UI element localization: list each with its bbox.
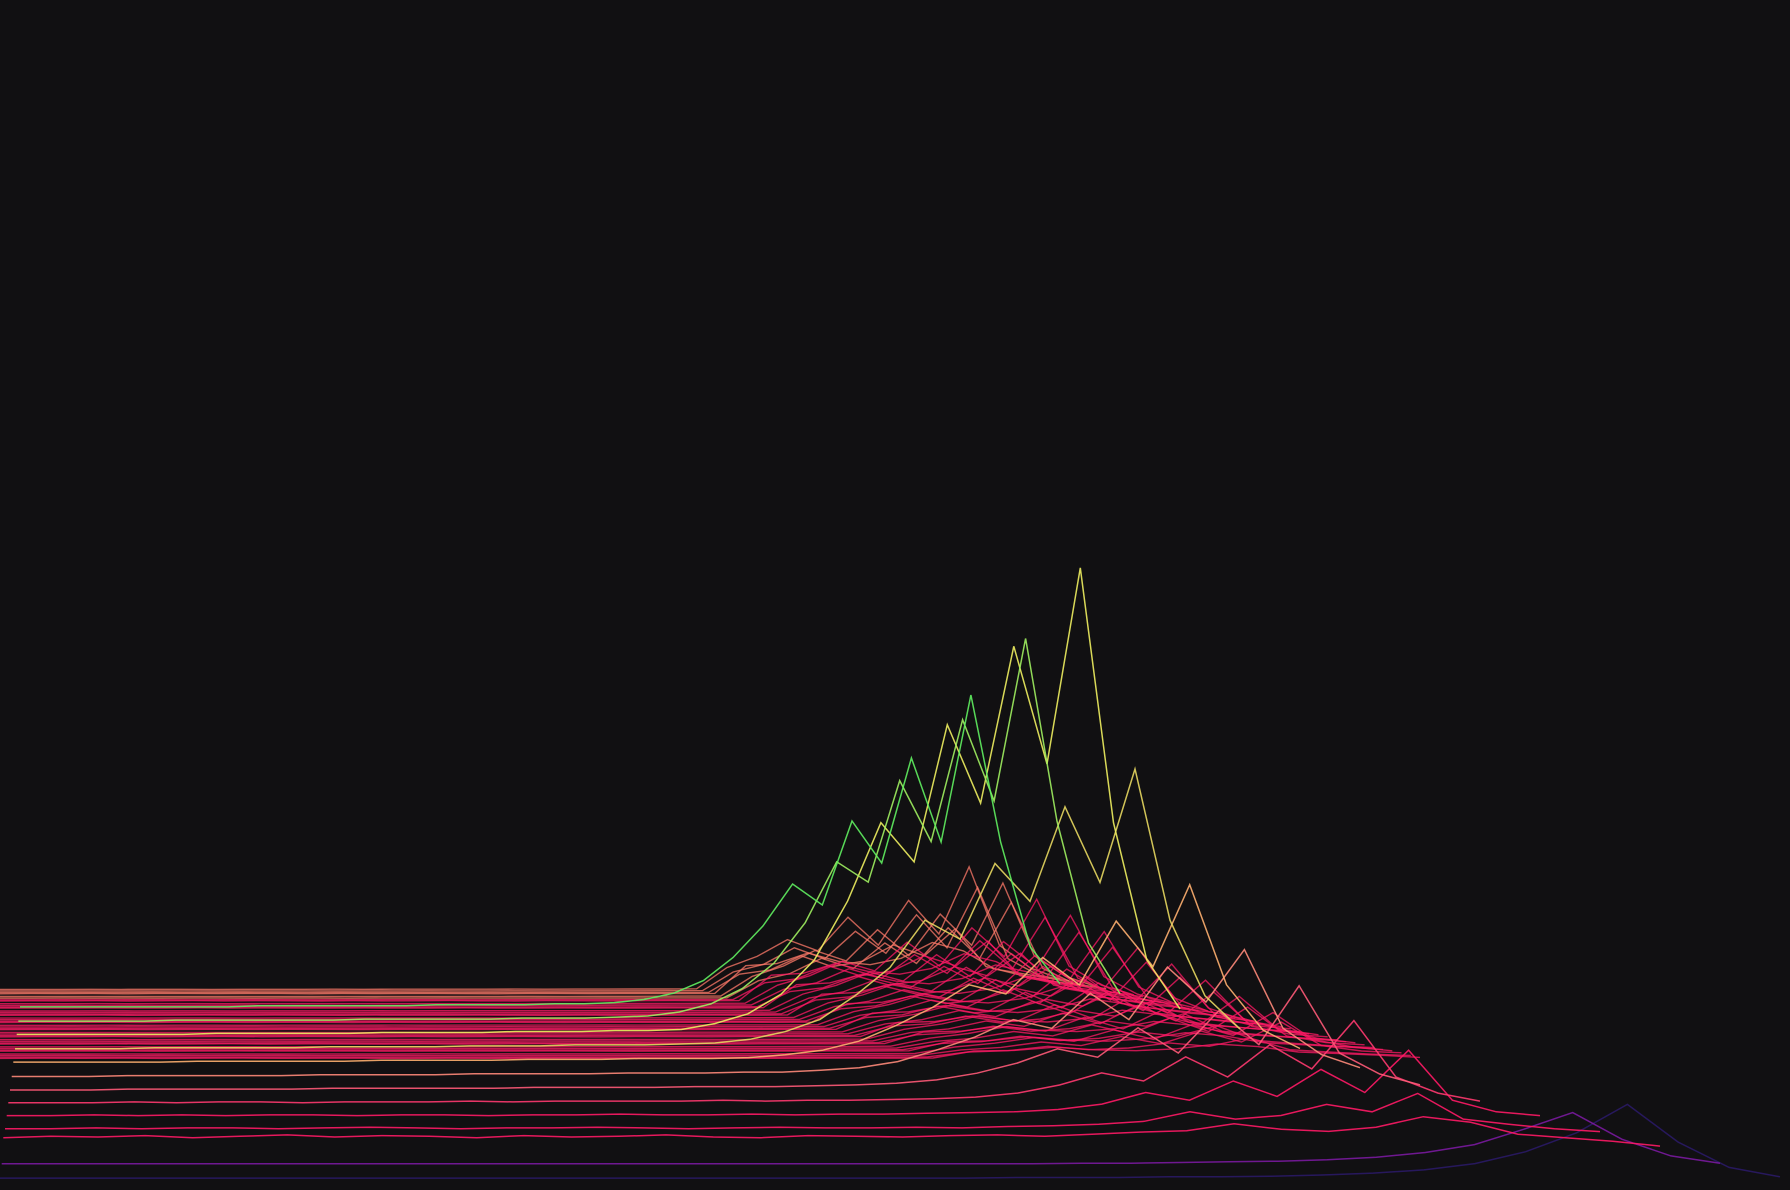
waterfall-lines [0, 567, 1781, 1179]
series-line-6 [10, 984, 1421, 1091]
series-line-10 [16, 567, 1181, 1036]
series-line-1 [1, 1111, 1721, 1165]
band-line-33 [0, 940, 1116, 1001]
series-line-9 [15, 766, 1241, 1050]
band-line-39 [0, 864, 1061, 991]
band-line-27 [0, 914, 1171, 1012]
band-line-19 [0, 946, 1245, 1027]
series-line-4 [6, 1049, 1541, 1117]
band-line-10 [0, 991, 1328, 1043]
band-line-36 [0, 941, 1088, 995]
band-line-15 [0, 962, 1282, 1034]
series-line-2 [3, 1115, 1661, 1147]
band-line-2 [0, 1021, 1402, 1057]
series-line-0 [0, 1103, 1781, 1179]
band-line-28 [0, 964, 1162, 1009]
series-line-8 [13, 882, 1301, 1063]
band-line-13 [0, 1000, 1301, 1037]
series-line-3 [5, 1092, 1601, 1133]
series-line-11 [18, 638, 1121, 1022]
series-line-12 [20, 694, 1061, 1008]
series-line-5 [8, 1019, 1481, 1104]
band-line-35 [0, 881, 1098, 998]
band-line-17 [0, 988, 1264, 1030]
band-line-7 [0, 995, 1356, 1048]
band-line-21 [0, 976, 1227, 1023]
band-line-1 [0, 1037, 1411, 1058]
series-line-7 [11, 948, 1361, 1078]
band-line-32 [0, 952, 1125, 1002]
band-line-25 [0, 964, 1190, 1015]
band-line-11 [0, 979, 1319, 1041]
band-line-9 [0, 1012, 1337, 1044]
band-line-3 [0, 1011, 1393, 1055]
